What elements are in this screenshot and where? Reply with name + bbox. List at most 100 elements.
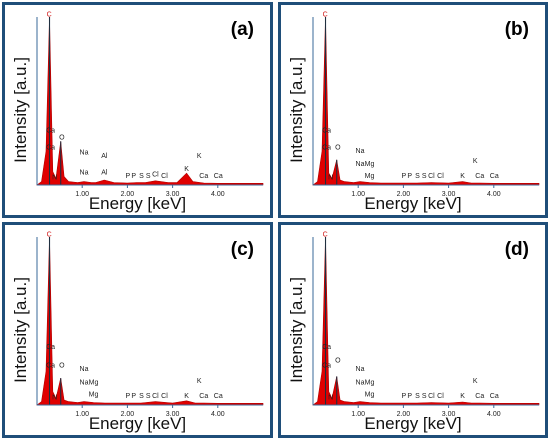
peak-annotation: C (47, 12, 52, 19)
peak-annotation: Ca (46, 144, 55, 151)
peak-annotation: N (328, 175, 333, 182)
peak-annotation: Ca (475, 173, 484, 180)
peak-annotation: S (415, 173, 420, 180)
peak-annotation: Cl (161, 393, 168, 400)
peak-annotation: Cl (428, 393, 435, 400)
peak-annotation: Na (80, 366, 89, 373)
x-tick-label: 1.00 (75, 411, 89, 418)
peak-annotation: C (323, 232, 328, 239)
peak-annotation: Na (356, 366, 365, 373)
x-tick-label: 4.00 (211, 411, 225, 418)
peak-annotation: S (139, 173, 144, 180)
x-axis-label: Energy [keV] (88, 194, 187, 213)
peak-annotation: O (59, 134, 65, 141)
peak-annotation: P (407, 393, 412, 400)
peak-annotation: N (52, 175, 57, 182)
peak-annotation: S (139, 393, 144, 400)
peak-annotation: Ca (475, 393, 484, 400)
peak-annotation: Ca (490, 393, 499, 400)
spectrum-area (36, 236, 264, 406)
peak-annotation: C (323, 12, 328, 19)
peak-annotation: K (197, 153, 202, 160)
peak-annotation: O (335, 358, 341, 365)
peak-annotation: C (47, 232, 52, 239)
peak-annotation: Ca (322, 144, 331, 151)
x-tick-label: 2.00 (121, 191, 135, 198)
peak-annotation: Al (101, 153, 108, 160)
peak-annotation: Cl (437, 173, 444, 180)
peak-annotation: Ca (490, 173, 499, 180)
peak-annotation: S (422, 173, 427, 180)
peak-annotation: Na (80, 380, 89, 387)
chart-panel-b: Intensity [a.u.] 1.00 2.00 3.00 4.00 C Ca Ca O N… (278, 2, 548, 218)
spectrum-area (36, 16, 264, 186)
chart-panel-a: Intensity [a.u.] 1.00 2.00 3.00 4.00 C Ca Ca O N… (2, 2, 273, 218)
peak-annotation: S (146, 173, 151, 180)
peak-annotation: Al (101, 170, 108, 177)
peak-annotation: Ca (46, 363, 55, 370)
x-axis-label: Energy [keV] (364, 194, 462, 213)
peak-annotation: P (131, 393, 136, 400)
peak-annotation: Ca (214, 173, 223, 180)
panel-label: (d) (504, 239, 529, 260)
spectrum-area (312, 236, 540, 406)
peak-annotation: O (59, 363, 65, 370)
x-tick-label: 4.00 (211, 191, 225, 198)
peak-annotation: S (415, 393, 420, 400)
peak-annotation: O (335, 144, 341, 151)
peak-annotation: K (473, 158, 478, 165)
peak-annotation: Na (356, 380, 365, 387)
peak-annotation: Cl (428, 173, 435, 180)
x-tick-label: 2.00 (397, 411, 411, 418)
peak-annotation: P (402, 173, 407, 180)
x-tick-label: 2.00 (121, 411, 135, 418)
peak-annotation: Cl (152, 393, 159, 400)
panel-label: (c) (230, 239, 254, 260)
peak-annotation: K (184, 393, 189, 400)
x-tick-label: 2.00 (397, 191, 411, 198)
peak-annotation: Ca (322, 128, 331, 135)
x-tick-label: 1.00 (351, 411, 365, 418)
peak-annotation: Ca (322, 363, 331, 370)
peak-annotation: Ca (46, 128, 55, 135)
panel-label: (a) (230, 19, 254, 40)
peak-annotation: Mg (89, 380, 99, 387)
peak-annotation: Na (356, 148, 365, 155)
peak-annotation: P (402, 393, 407, 400)
x-tick-label: 3.00 (166, 191, 180, 198)
peak-annotation: Cl (161, 173, 168, 180)
peak-annotation: K (184, 166, 189, 173)
x-tick-label: 3.00 (442, 411, 456, 418)
peak-annotation: Ca (199, 173, 208, 180)
peak-annotation: Ca (46, 344, 55, 351)
peak-annotation: P (126, 173, 131, 180)
panel-label: (b) (504, 19, 529, 40)
peak-annotation: Na (356, 161, 365, 168)
peak-annotation: S (422, 393, 427, 400)
x-axis-label: Energy [keV] (88, 414, 187, 433)
x-tick-label: 3.00 (442, 191, 456, 198)
chart-panel-c: Intensity [a.u.] 1.00 2.00 3.00 4.00 C Ca Ca O N… (2, 222, 273, 438)
peak-annotation: K (460, 393, 465, 400)
peak-annotation: S (146, 393, 151, 400)
x-tick-label: 3.00 (166, 411, 180, 418)
peak-annotation: Mg (365, 380, 375, 387)
peak-annotation: Na (80, 149, 89, 156)
peak-annotation: Cl (152, 171, 159, 178)
peak-annotation: Ca (214, 393, 223, 400)
peak-annotation: Mg (365, 391, 375, 398)
peak-annotation: Na (80, 170, 89, 177)
peak-annotation: Mg (89, 391, 99, 398)
peak-annotation: N (52, 395, 57, 402)
x-tick-label: 4.00 (487, 191, 501, 198)
spectrum-area (312, 16, 540, 186)
peak-annotation: Ca (199, 393, 208, 400)
peak-annotation: P (407, 173, 412, 180)
x-tick-label: 1.00 (75, 191, 89, 198)
peak-annotation: K (460, 173, 465, 180)
peak-annotation: K (197, 378, 202, 385)
peak-annotation: Cl (437, 393, 444, 400)
x-tick-label: 1.00 (351, 191, 365, 198)
